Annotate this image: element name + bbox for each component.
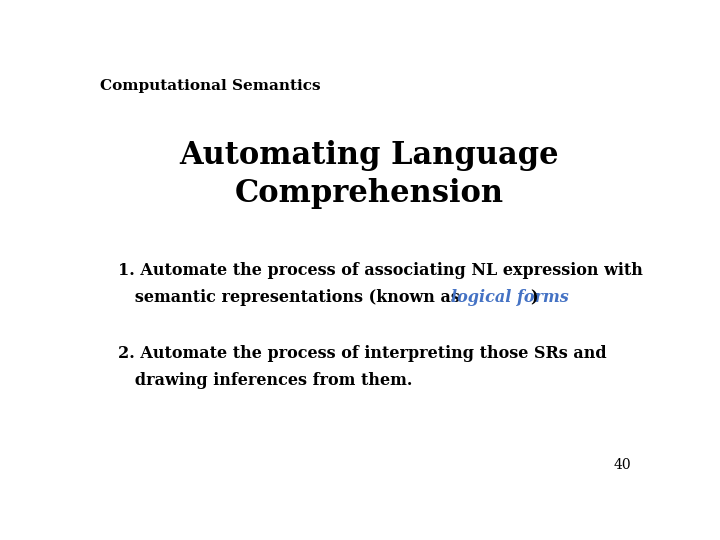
Text: drawing inferences from them.: drawing inferences from them. (118, 373, 413, 389)
Text: logical forms: logical forms (451, 289, 568, 306)
Text: 40: 40 (613, 458, 631, 472)
Text: Computational Semantics: Computational Semantics (100, 79, 320, 93)
Text: ): ) (531, 289, 538, 306)
Text: 2. Automate the process of interpreting those SRs and: 2. Automate the process of interpreting … (118, 346, 606, 362)
Text: Automating Language
Comprehension: Automating Language Comprehension (179, 140, 559, 209)
Text: semantic representations (known as: semantic representations (known as (118, 289, 465, 306)
Text: 1. Automate the process of associating NL expression with: 1. Automate the process of associating N… (118, 262, 643, 279)
